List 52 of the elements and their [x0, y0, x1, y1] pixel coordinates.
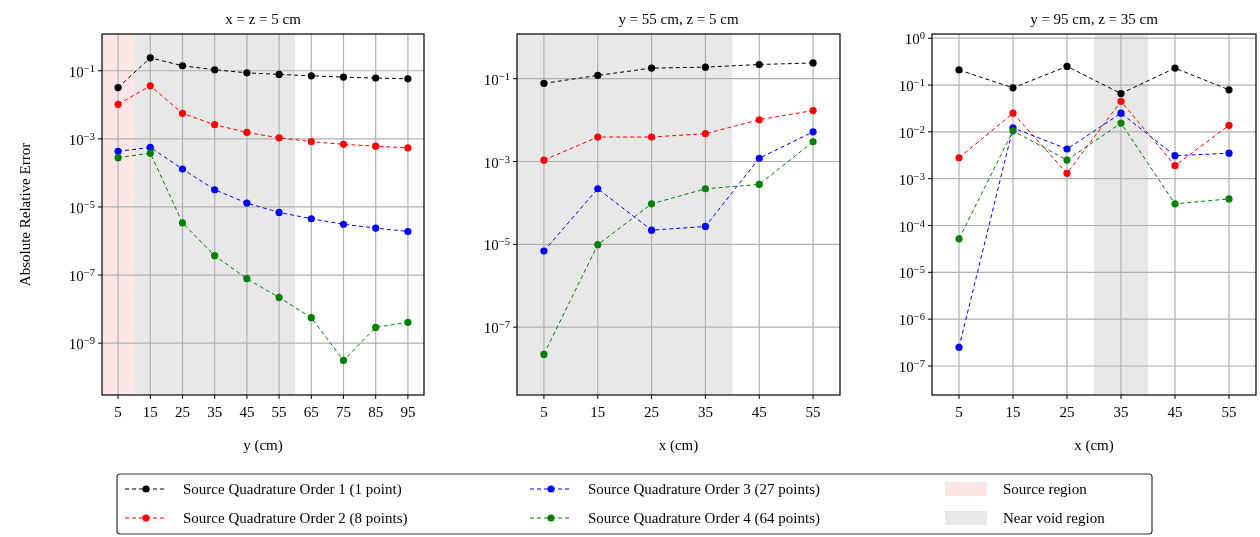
y-tick-label: 10$^{−7}$	[483, 318, 510, 337]
x-tick-label: 15	[1005, 404, 1021, 420]
x-tick-label: 35	[207, 404, 223, 420]
x-tick-label: 5	[540, 404, 548, 420]
y-tick-label: 10$^{−3}$	[483, 153, 510, 171]
x-axis-title: x (cm)	[658, 437, 699, 454]
y-tick-label: 10$^{−3}$	[68, 130, 95, 148]
legend-label: Source Quadrature Order 4 (64 points)	[588, 510, 821, 527]
legend-label: Source Quadrature Order 2 (8 points)	[183, 510, 408, 527]
legend-label: Near void region	[1003, 510, 1106, 526]
y-tick-label: 10$^{−1}$	[898, 76, 925, 95]
y-tick-label: 10$^{−5}$	[898, 263, 925, 282]
x-tick-label: 25	[175, 404, 190, 420]
y-tick-label: 10$^{−9}$	[68, 334, 95, 353]
x-tick-label: 65	[303, 404, 319, 420]
y-tick-label: 10$^{0}$	[904, 29, 925, 48]
chart-title: y = 55 cm, z = 5 cm	[618, 11, 739, 27]
y-tick-label: 10$^{−1}$	[68, 62, 95, 80]
x-tick-label: 55	[1221, 404, 1237, 420]
y-tick-label: 10$^{−1}$	[483, 70, 510, 88]
chart-title: y = 95 cm, z = 35 cm	[1030, 11, 1159, 27]
x-tick-label: 45	[751, 404, 767, 420]
y-tick-label: 10$^{−7}$	[68, 266, 95, 285]
y-tick-label: 10$^{−7}$	[898, 357, 925, 375]
y-axis-title: Absolute Relative Error	[17, 142, 33, 287]
y-tick-label: 10$^{−5}$	[68, 198, 95, 216]
x-tick-label: 15	[590, 404, 606, 420]
x-tick-label: 95	[400, 404, 416, 420]
legend-label: Source Quadrature Order 3 (27 points)	[588, 481, 821, 498]
y-tick-label: 10$^{−6}$	[898, 310, 925, 329]
x-tick-label: 85	[368, 404, 384, 420]
legend-label: Source Quadrature Order 1 (1 point)	[183, 481, 402, 498]
x-tick-label: 5	[955, 404, 963, 420]
x-axis-title: x (cm)	[1074, 437, 1114, 454]
x-tick-label: 25	[644, 404, 660, 420]
y-tick-label: 10$^{−5}$	[483, 235, 510, 254]
x-tick-label: 75	[336, 404, 351, 420]
x-tick-label: 15	[142, 404, 158, 420]
y-tick-label: 10$^{−3}$	[898, 170, 925, 188]
legend-label: Source region	[1003, 481, 1088, 497]
x-tick-label: 55	[271, 404, 287, 420]
x-tick-label: 25	[1059, 404, 1075, 420]
y-tick-label: 10$^{−2}$	[898, 123, 925, 141]
x-tick-label: 35	[1113, 404, 1129, 420]
x-tick-label: 5	[114, 404, 122, 420]
chart-title: x = z = 5 cm	[225, 11, 302, 27]
x-tick-label: 45	[1167, 404, 1183, 420]
x-tick-label: 45	[239, 404, 255, 420]
x-tick-label: 55	[805, 404, 821, 420]
x-axis-title: y (cm)	[243, 437, 283, 454]
y-tick-label: 10$^{−4}$	[898, 217, 926, 235]
x-tick-label: 35	[697, 404, 713, 420]
